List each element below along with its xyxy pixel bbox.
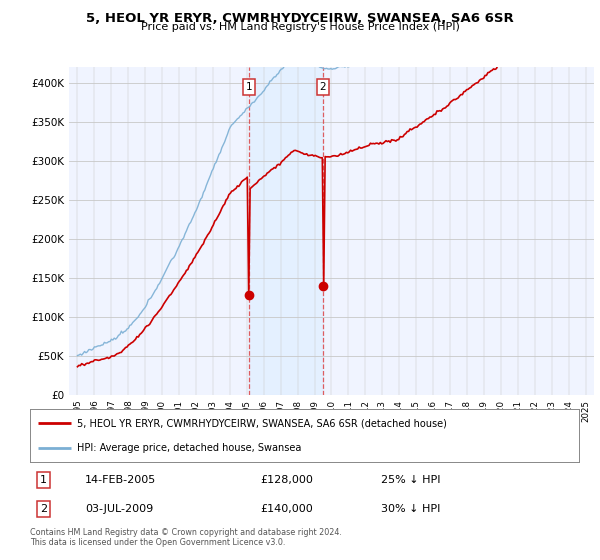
Text: 2: 2 [320,82,326,92]
Text: 2: 2 [40,504,47,514]
Text: 03-JUL-2009: 03-JUL-2009 [85,504,153,514]
Text: £140,000: £140,000 [260,504,313,514]
Text: 30% ↓ HPI: 30% ↓ HPI [382,504,441,514]
Text: Price paid vs. HM Land Registry's House Price Index (HPI): Price paid vs. HM Land Registry's House … [140,22,460,32]
Text: 1: 1 [40,475,47,485]
Text: 1: 1 [245,82,252,92]
Text: Contains HM Land Registry data © Crown copyright and database right 2024.
This d: Contains HM Land Registry data © Crown c… [30,528,342,547]
Text: 14-FEB-2005: 14-FEB-2005 [85,475,156,485]
Text: HPI: Average price, detached house, Swansea: HPI: Average price, detached house, Swan… [77,442,301,452]
Text: 5, HEOL YR ERYR, CWMRHYDYCEIRW, SWANSEA, SA6 6SR (detached house): 5, HEOL YR ERYR, CWMRHYDYCEIRW, SWANSEA,… [77,418,446,428]
Text: £128,000: £128,000 [260,475,313,485]
Text: 25% ↓ HPI: 25% ↓ HPI [382,475,441,485]
Text: 5, HEOL YR ERYR, CWMRHYDYCEIRW, SWANSEA, SA6 6SR: 5, HEOL YR ERYR, CWMRHYDYCEIRW, SWANSEA,… [86,12,514,25]
Bar [249,67,323,395]
